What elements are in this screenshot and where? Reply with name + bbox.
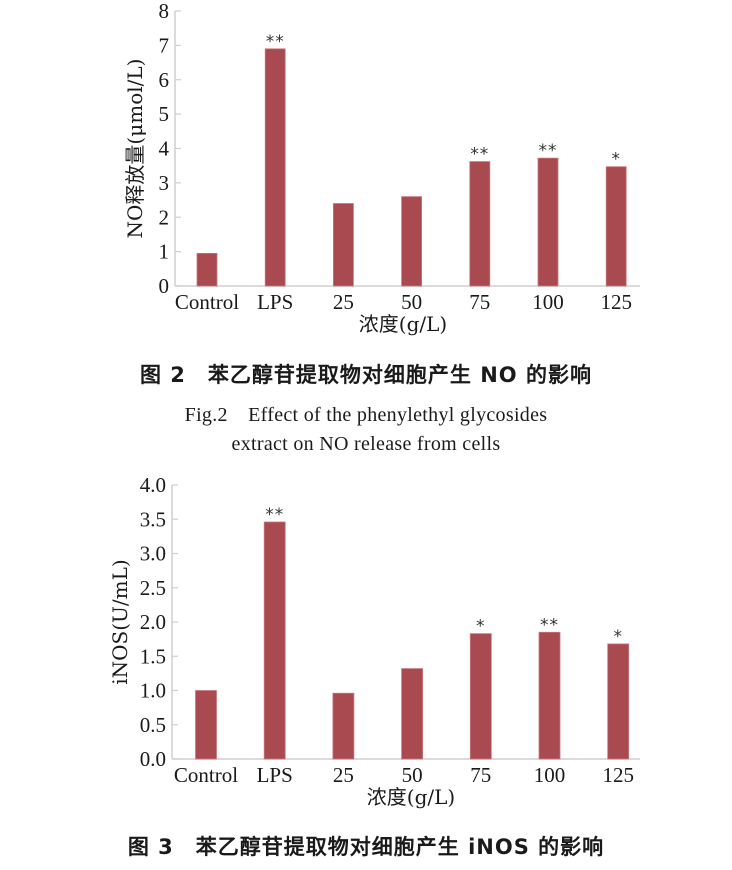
- bar-100: [538, 631, 561, 760]
- bar-125: [605, 166, 627, 287]
- y-tick-label: 4: [159, 137, 170, 161]
- significance-marker: **: [265, 505, 284, 525]
- y-tick-label: 3.5: [140, 507, 166, 531]
- y-tick-label: 7: [159, 33, 170, 57]
- y-tick-label: 8: [159, 0, 170, 23]
- significance-marker: *: [476, 617, 486, 637]
- x-tick-label: 100: [534, 763, 566, 787]
- x-tick-label: 25: [333, 290, 354, 314]
- y-tick-label: 0.5: [140, 713, 166, 737]
- y-tick-label: 6: [159, 68, 170, 92]
- y-tick-label: 3.0: [140, 542, 166, 566]
- bar-125: [607, 643, 630, 760]
- bar-lps: [264, 48, 286, 287]
- bar-50: [401, 196, 423, 287]
- y-tick-label: 1.5: [140, 644, 166, 668]
- bar-50: [401, 668, 424, 760]
- y-tick-label: 2.0: [140, 610, 166, 634]
- x-tick-label: LPS: [257, 290, 293, 314]
- figure-2-caption-cn: 图 2 苯乙醇苷提取物对细胞产生 NO 的影响: [140, 363, 592, 387]
- bar-75: [469, 161, 491, 287]
- figure-3-inos-chart: 0.0 0.5 1.0 1.5 2.0 2.5 3.0 3.5 4.0 Control ** LPS 2…: [108, 473, 640, 809]
- figure-2-no-release-chart: 0 1 2 3 4 5 6 7 8 Control ** LPS 25 50 ** 75 ** 100 * 125 浓度…: [0, 0, 732, 340]
- significance-marker: **: [539, 141, 558, 161]
- figure-2-caption-en-line2: extract on NO release from cells: [231, 433, 501, 455]
- x-tick-label: 75: [469, 290, 490, 314]
- bar-100: [537, 157, 559, 287]
- x-tick-label: LPS: [257, 763, 293, 787]
- x-axis-label: 浓度(g/L): [359, 312, 447, 336]
- significance-marker: *: [613, 627, 623, 647]
- y-tick-label: 5: [159, 102, 170, 126]
- x-tick-label: 25: [333, 763, 354, 787]
- x-tick-label: 75: [470, 763, 491, 787]
- x-tick-label: 125: [600, 290, 632, 314]
- significance-marker: **: [540, 615, 559, 635]
- x-tick-label: Control: [174, 763, 238, 787]
- bar-25: [332, 692, 355, 760]
- x-tick-label: 50: [401, 290, 422, 314]
- x-tick-label: 125: [602, 763, 634, 787]
- bar-25: [332, 203, 354, 287]
- significance-marker: **: [266, 32, 285, 52]
- bar-control: [195, 690, 217, 760]
- figure-3-caption-cn: 图 3 苯乙醇苷提取物对细胞产生 iNOS 的影响: [127, 835, 605, 859]
- y-tick-label: 2: [159, 205, 170, 229]
- y-tick-label: 2.5: [140, 576, 166, 600]
- y-tick-label: 1: [159, 240, 170, 264]
- chart-1-svg: 0 1 2 3 4 5 6 7 8 Control ** LPS 25 50 ** 75 ** 100 * 125 浓度…: [123, 0, 640, 336]
- bar-control: [196, 252, 218, 287]
- y-tick-label: 4.0: [140, 473, 166, 497]
- y-tick-label: 1.0: [140, 679, 166, 703]
- x-tick-label: 50: [402, 763, 423, 787]
- y-tick-label: 0: [159, 274, 170, 298]
- significance-marker: *: [611, 150, 621, 170]
- y-axis-label: iNOS(U/mL): [108, 559, 132, 684]
- y-axis-label: NO释放量(μmol/L): [123, 59, 147, 239]
- y-tick-label: 0.0: [140, 747, 166, 771]
- y-tick-label: 3: [159, 171, 170, 195]
- bar-lps: [263, 521, 286, 760]
- significance-marker: **: [470, 145, 489, 165]
- x-tick-label: 100: [532, 290, 564, 314]
- figure-2-caption-en-line1: Fig.2 Effect of the phenylethyl glycosid…: [184, 404, 548, 426]
- bar-75: [469, 633, 492, 760]
- x-tick-label: Control: [175, 290, 239, 314]
- x-axis-label: 浓度(g/L): [367, 785, 455, 809]
